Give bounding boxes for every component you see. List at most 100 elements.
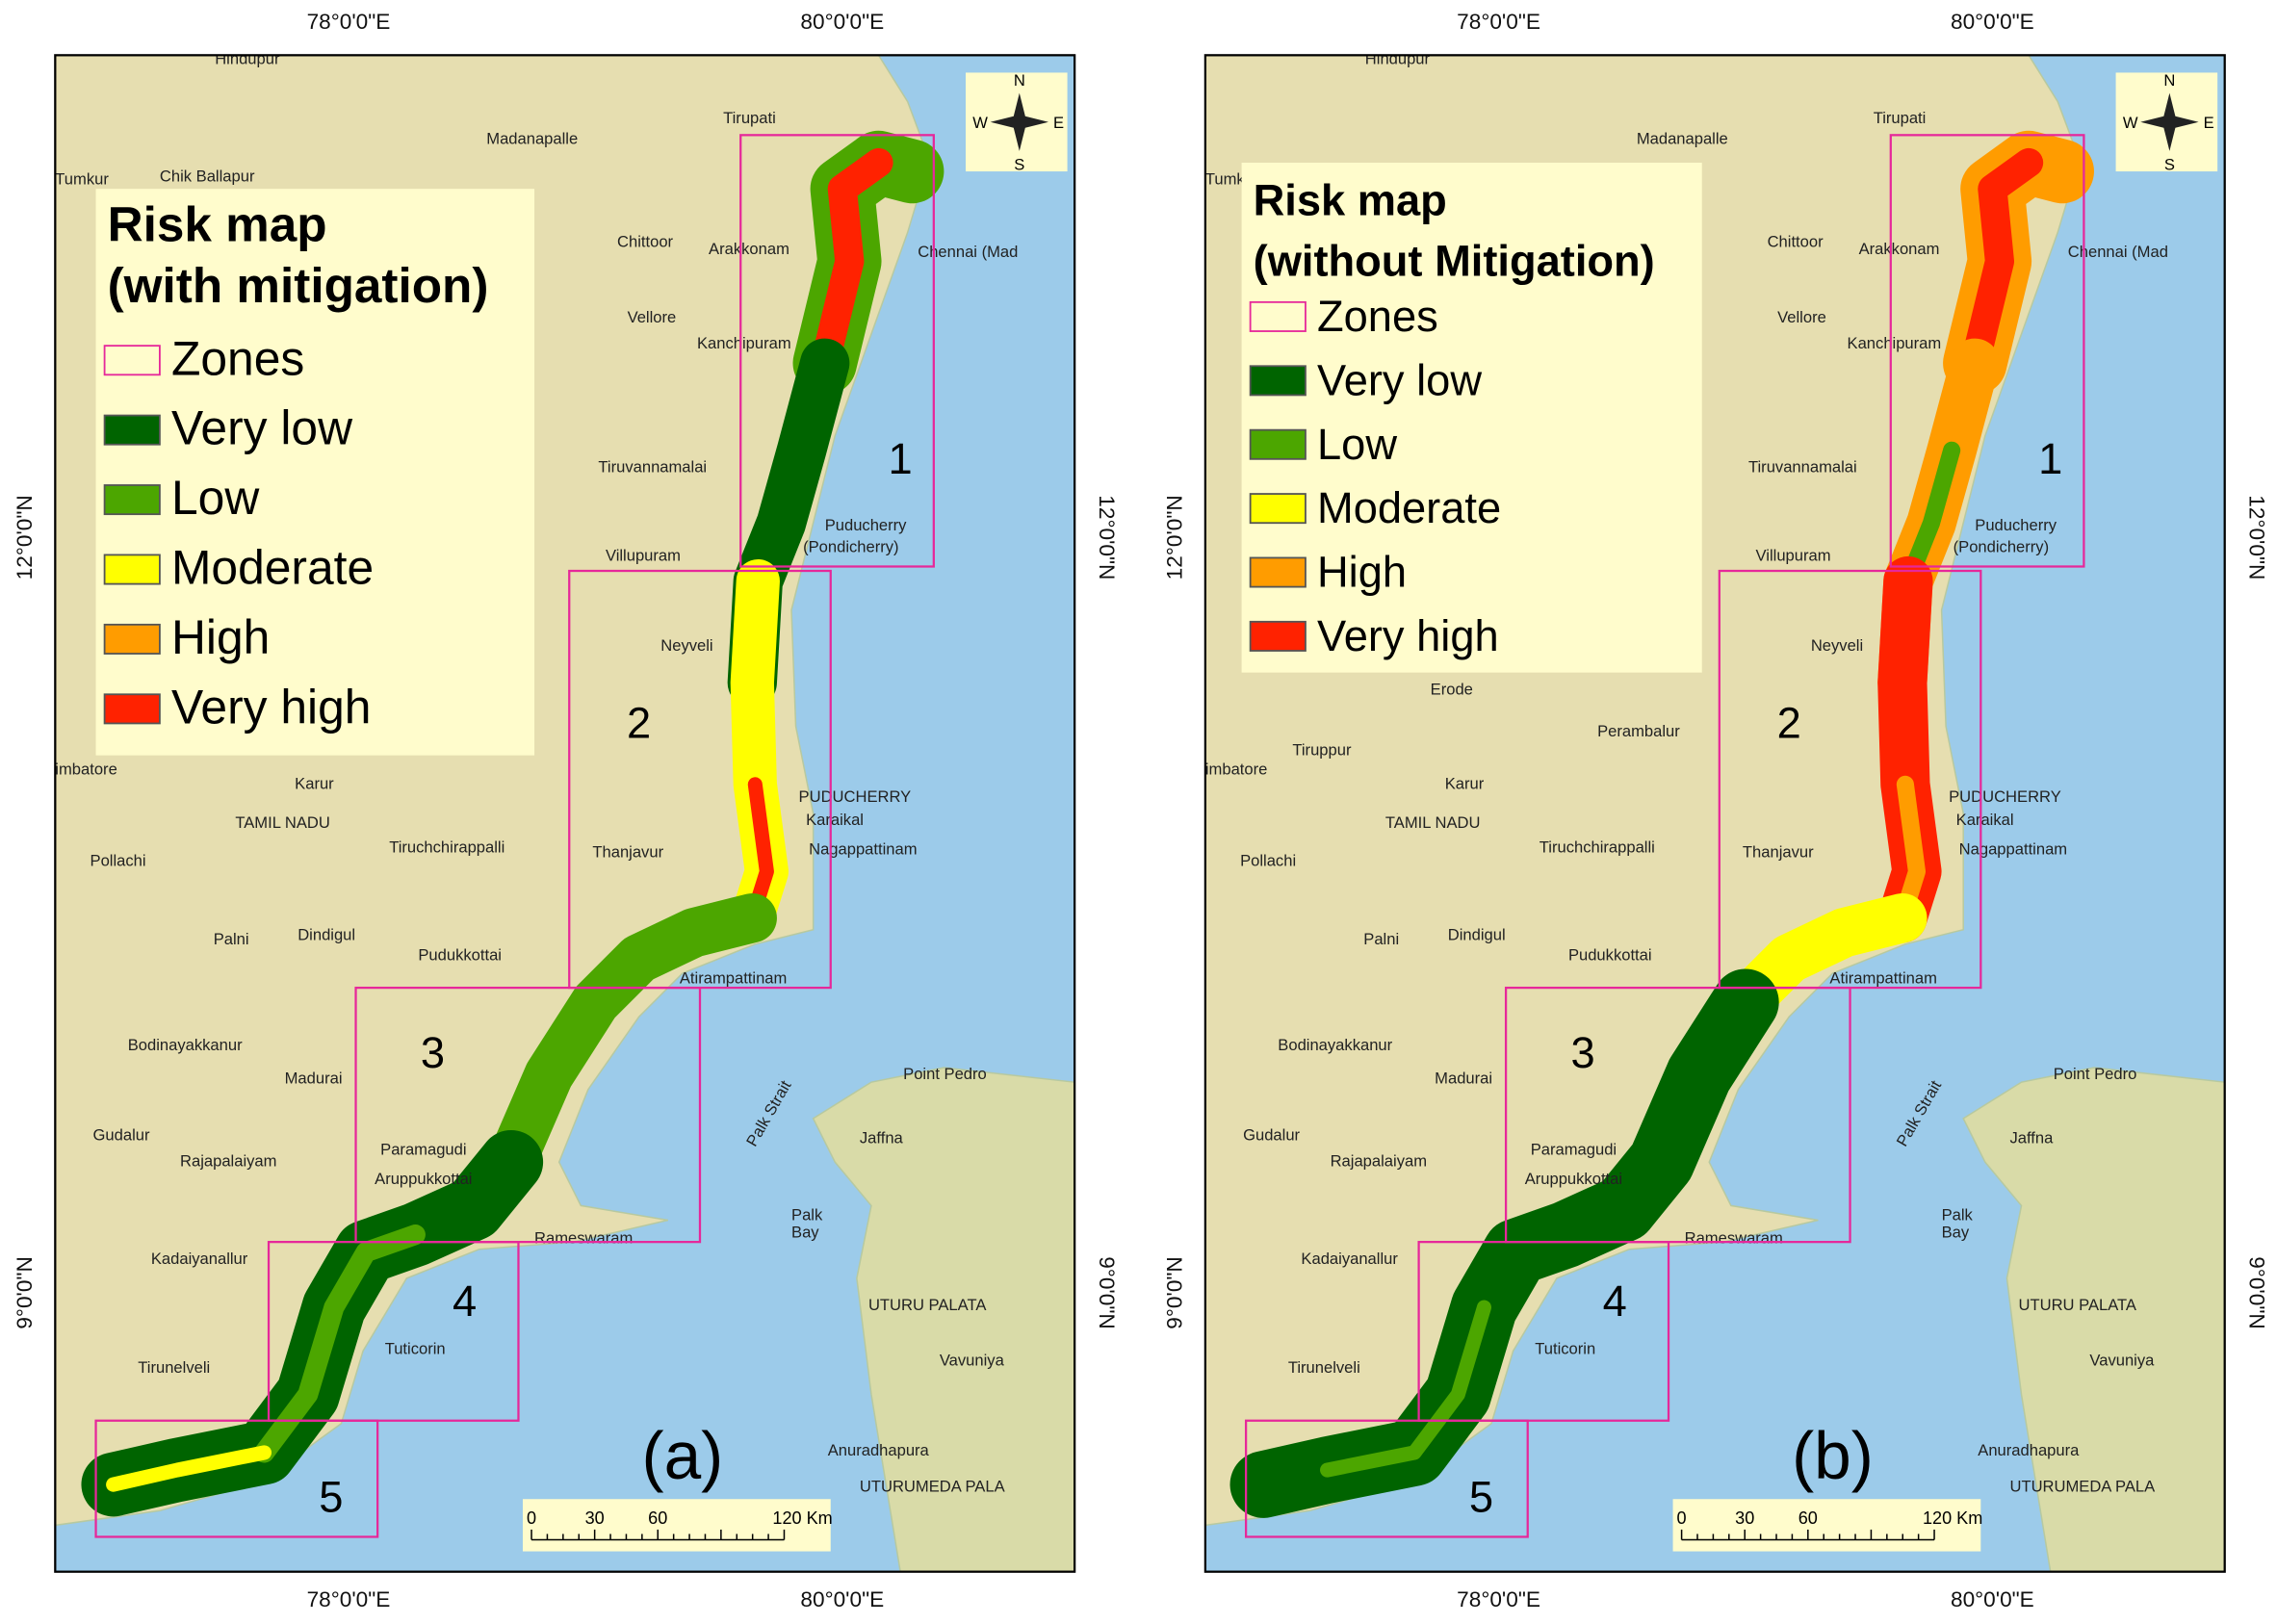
place-label: Karur	[295, 774, 334, 792]
scale-bar-label: 60	[1798, 1508, 1818, 1528]
legend-label: Very high	[171, 680, 371, 734]
compass-letter: E	[2204, 114, 2214, 132]
legend-swatch	[103, 693, 161, 725]
map-frame	[1203, 54, 2226, 1573]
legend-label: Very low	[171, 401, 353, 455]
legend-swatch	[103, 623, 161, 655]
place-label: Thanjavur	[592, 842, 663, 861]
zone-label: 5	[319, 1473, 343, 1522]
place-label: Villupuram	[606, 546, 681, 564]
lon-tick-label: 80°0'0"E	[800, 10, 884, 34]
place-label: Thanjavur	[1743, 842, 1814, 861]
legend: Risk map (with mitigation) Zones Very low Lo…	[95, 189, 535, 756]
zone-box	[1889, 134, 2085, 568]
place-label: Madurai	[1435, 1070, 1492, 1088]
place-label: Bodinayakkanur	[1278, 1036, 1392, 1054]
lat-tick-label: 9°0'0"N	[2244, 1256, 2268, 1328]
coastal-risk-strip	[1960, 147, 2044, 378]
legend-label: Moderate	[171, 541, 374, 595]
place-label: PUDUCHERRY	[1949, 787, 2061, 806]
legend-swatch	[103, 484, 161, 516]
place-label: TAMIL NADU	[1385, 813, 1481, 832]
place-label: Point Pedro	[2054, 1065, 2137, 1083]
scale-bar-label: 0	[527, 1508, 536, 1528]
zone-box	[1417, 1241, 1670, 1422]
place-label: UTURUMEDA PALA	[860, 1478, 1006, 1496]
place-label: Kadaiyanallur	[1301, 1250, 1398, 1268]
scale-bar-label: 30	[585, 1508, 605, 1528]
place-label: Neyveli	[1811, 636, 1863, 655]
legend-swatch	[1249, 493, 1307, 525]
legend-label: Very high	[1317, 611, 1499, 660]
place-label: Tuticorin	[385, 1339, 446, 1357]
zone-label: 1	[2038, 434, 2062, 483]
place-label: Paramagudi	[1531, 1141, 1617, 1159]
place-label: Tumkur	[55, 170, 109, 189]
lon-tick-label: 78°0'0"E	[307, 10, 391, 34]
place-label: Rameswaram	[534, 1229, 633, 1248]
place-label: Jaffna	[2009, 1129, 2054, 1147]
legend-label: High	[171, 610, 270, 664]
place-label: Vellore	[628, 308, 677, 326]
place-label: Point Pedro	[903, 1065, 987, 1083]
zone-label: 4	[1603, 1276, 1627, 1326]
place-label: PUDUCHERRY	[799, 787, 912, 806]
zone-label: 3	[1570, 1028, 1594, 1077]
place-label: Neyveli	[660, 636, 712, 655]
zone-label: 2	[627, 698, 651, 747]
legend-label: Low	[1317, 420, 1397, 469]
place-label: imbatore	[1205, 760, 1267, 778]
place-label: Chik Ballapur	[160, 168, 255, 186]
zone-box	[739, 134, 935, 568]
compass-letter: E	[1053, 114, 1064, 132]
place-label: Karaikal	[1956, 811, 2014, 829]
place-label: Vellore	[1777, 308, 1826, 326]
coastal-risk-strip	[1320, 1300, 1492, 1478]
scale-bar-box	[1672, 1499, 1981, 1552]
legend-label: Zones	[171, 331, 304, 385]
place-label: UTURU PALATA	[2019, 1296, 2137, 1314]
land	[1962, 1067, 2225, 1572]
map-frame	[54, 54, 1076, 1573]
place-label: Kanchipuram	[1848, 334, 1942, 352]
place-label: Anuradhapura	[828, 1441, 930, 1459]
place-label: Vavuniya	[940, 1351, 1005, 1369]
lon-tick-label: 80°0'0"E	[800, 1587, 884, 1611]
place-label: Tirunelveli	[1288, 1358, 1360, 1377]
place-label: Kadaiyanallur	[151, 1250, 248, 1268]
lon-tick-label: 80°0'0"E	[1951, 1587, 2034, 1611]
place-label: Arakkonam	[1859, 240, 1940, 258]
place-label: imbatore	[55, 760, 116, 778]
scale-bar-label: 120 Km	[1923, 1508, 1982, 1528]
place-label: (Pondicherry)	[803, 537, 898, 555]
coastal-risk-strip	[106, 1445, 272, 1492]
place-label: Chennai (Mad	[918, 243, 1018, 261]
place-label: Anuradhapura	[1978, 1441, 2080, 1459]
lat-tick-label: 12°0'0"N	[2244, 495, 2268, 580]
place-label: Tirunelveli	[138, 1358, 210, 1377]
zone-label: 2	[1777, 698, 1801, 747]
place-label: UTURUMEDA PALA	[2009, 1478, 2156, 1496]
scale-bar-box	[522, 1499, 831, 1552]
place-label: Chennai (Mad	[2068, 243, 2168, 261]
legend-swatch	[103, 345, 161, 376]
scale-bar-label: 60	[648, 1508, 667, 1528]
place-label: Palni	[1363, 930, 1399, 948]
panel-label: (a)	[642, 1418, 724, 1493]
place-label: Chittoor	[1768, 233, 1824, 251]
place-label: Tiruvannamalai	[598, 457, 707, 476]
place-label: Vavuniya	[2089, 1351, 2155, 1369]
zone-box	[1244, 1419, 1529, 1538]
compass-letter: N	[2163, 71, 2175, 90]
legend-label: Moderate	[1317, 483, 1501, 532]
place-label: Jaffna	[860, 1129, 904, 1147]
zone-label: 1	[889, 434, 913, 483]
legend-swatch	[103, 554, 161, 585]
place-label: Karaikal	[806, 811, 864, 829]
compass-letter: W	[2123, 114, 2138, 132]
place-label: Dindigul	[298, 925, 355, 943]
place-label: Madurai	[285, 1070, 343, 1088]
zone-label: 5	[1469, 1473, 1493, 1522]
legend-box	[1241, 163, 1702, 673]
